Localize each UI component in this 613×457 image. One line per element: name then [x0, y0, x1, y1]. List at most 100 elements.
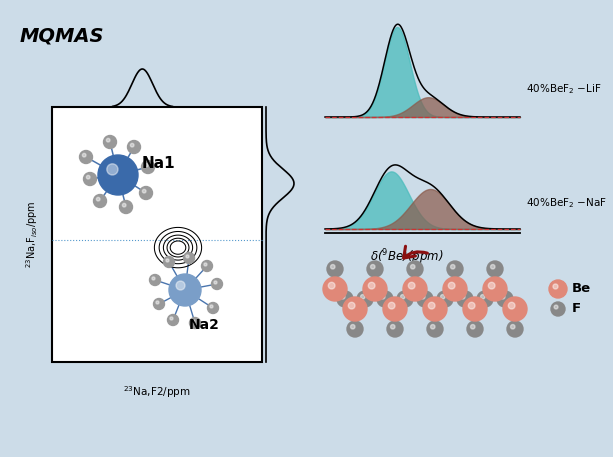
Circle shape — [460, 294, 465, 299]
Circle shape — [340, 294, 345, 299]
Circle shape — [204, 263, 207, 266]
Circle shape — [430, 324, 435, 329]
Circle shape — [383, 297, 407, 321]
Circle shape — [153, 298, 164, 309]
FancyBboxPatch shape — [52, 107, 262, 362]
Circle shape — [166, 259, 169, 262]
Circle shape — [176, 281, 185, 290]
Circle shape — [448, 282, 455, 289]
Circle shape — [549, 280, 567, 298]
Circle shape — [447, 261, 463, 277]
Circle shape — [487, 261, 503, 277]
Circle shape — [214, 281, 217, 284]
Circle shape — [131, 143, 134, 147]
Text: Be: Be — [572, 282, 591, 296]
Circle shape — [408, 282, 415, 289]
Circle shape — [511, 324, 515, 329]
Circle shape — [388, 302, 395, 309]
Circle shape — [463, 297, 487, 321]
Circle shape — [423, 297, 447, 321]
Circle shape — [471, 324, 475, 329]
Circle shape — [417, 291, 433, 307]
Circle shape — [421, 294, 425, 299]
Circle shape — [107, 138, 110, 142]
Circle shape — [327, 261, 343, 277]
Circle shape — [337, 291, 353, 307]
Circle shape — [457, 291, 473, 307]
Circle shape — [357, 291, 373, 307]
Circle shape — [347, 321, 363, 337]
Circle shape — [367, 261, 383, 277]
Circle shape — [96, 197, 100, 201]
Circle shape — [142, 189, 146, 193]
Text: MQMAS: MQMAS — [20, 27, 104, 46]
Circle shape — [189, 318, 200, 329]
Circle shape — [144, 163, 148, 167]
Circle shape — [370, 265, 375, 269]
Circle shape — [80, 150, 93, 164]
Circle shape — [551, 302, 565, 316]
Circle shape — [156, 301, 159, 304]
Circle shape — [150, 275, 161, 286]
Circle shape — [400, 294, 405, 299]
Circle shape — [503, 297, 527, 321]
Circle shape — [363, 277, 387, 301]
Circle shape — [98, 155, 138, 195]
Circle shape — [451, 265, 455, 269]
Circle shape — [207, 303, 218, 314]
Circle shape — [397, 291, 413, 307]
Circle shape — [167, 314, 178, 325]
Circle shape — [381, 294, 385, 299]
Circle shape — [360, 294, 365, 299]
Circle shape — [123, 203, 126, 207]
Circle shape — [427, 321, 443, 337]
Circle shape — [477, 291, 493, 307]
Circle shape — [387, 321, 403, 337]
Circle shape — [94, 195, 107, 207]
Circle shape — [323, 277, 347, 301]
Circle shape — [351, 324, 355, 329]
Circle shape — [107, 164, 118, 175]
Circle shape — [202, 260, 213, 271]
Circle shape — [441, 294, 445, 299]
Circle shape — [490, 265, 495, 269]
Circle shape — [192, 320, 195, 323]
Text: Na2: Na2 — [189, 318, 220, 332]
Circle shape — [407, 261, 423, 277]
Text: $^{23}$Na,F2/ppm: $^{23}$Na,F2/ppm — [123, 384, 191, 400]
Text: $^{23}$Na,F$_{iso}$/ppm: $^{23}$Na,F$_{iso}$/ppm — [24, 201, 40, 268]
Circle shape — [329, 282, 335, 289]
Circle shape — [183, 253, 194, 264]
Circle shape — [437, 291, 453, 307]
Circle shape — [377, 291, 393, 307]
Circle shape — [501, 294, 505, 299]
Circle shape — [403, 277, 427, 301]
Circle shape — [210, 305, 213, 308]
Circle shape — [553, 284, 558, 289]
Circle shape — [343, 297, 367, 321]
Text: $\delta$($^9$Be)(ppm): $\delta$($^9$Be)(ppm) — [370, 247, 444, 266]
Circle shape — [554, 305, 558, 309]
Text: F: F — [572, 303, 581, 315]
Circle shape — [497, 291, 513, 307]
Circle shape — [86, 175, 90, 179]
Circle shape — [411, 265, 415, 269]
Circle shape — [330, 265, 335, 269]
Text: Na1: Na1 — [142, 155, 176, 170]
Circle shape — [443, 277, 467, 301]
Circle shape — [120, 201, 132, 213]
Circle shape — [468, 302, 475, 309]
Text: 40%BeF$_2$ $-$NaF: 40%BeF$_2$ $-$NaF — [526, 196, 607, 210]
Text: 40%BeF$_2$ $-$LiF: 40%BeF$_2$ $-$LiF — [526, 82, 601, 96]
Circle shape — [152, 277, 155, 280]
Circle shape — [211, 278, 223, 289]
FancyArrowPatch shape — [404, 246, 427, 258]
Circle shape — [140, 186, 153, 200]
Circle shape — [83, 172, 96, 186]
Circle shape — [489, 282, 495, 289]
Circle shape — [128, 140, 140, 154]
Circle shape — [104, 135, 116, 149]
Circle shape — [390, 324, 395, 329]
Circle shape — [467, 321, 483, 337]
Circle shape — [142, 160, 154, 174]
